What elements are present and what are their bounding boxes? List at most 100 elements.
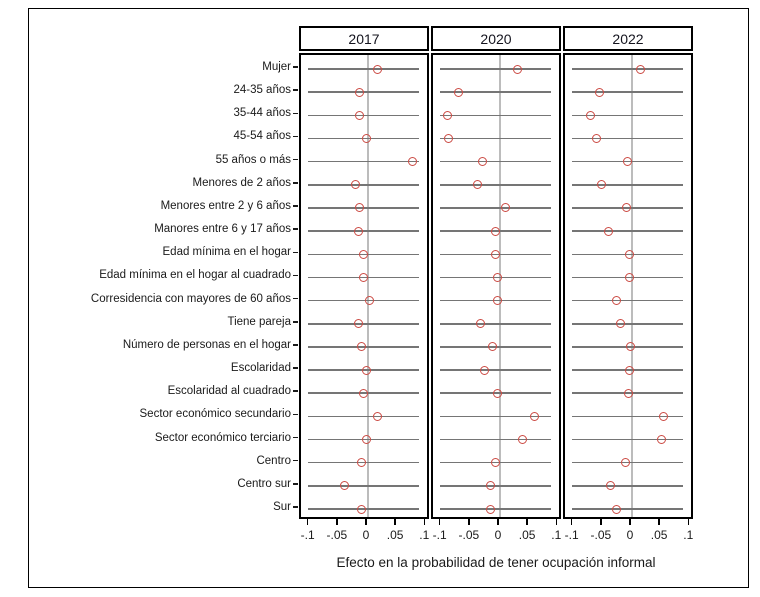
y-tick-mark bbox=[293, 459, 298, 462]
row-line bbox=[308, 230, 419, 232]
row-line bbox=[440, 207, 551, 209]
row-line bbox=[572, 438, 683, 441]
row-line bbox=[308, 68, 419, 70]
data-point-circle bbox=[350, 180, 360, 190]
row-line bbox=[440, 485, 551, 487]
panel-plot-2022 bbox=[563, 53, 693, 519]
x-tick-mark bbox=[526, 519, 528, 525]
x-tick-label: -.1 bbox=[300, 528, 315, 542]
category-label: Edad mínima en el hogar al cuadrado bbox=[99, 269, 291, 282]
y-tick-mark bbox=[293, 112, 298, 115]
data-point-circle bbox=[340, 481, 350, 491]
data-point-circle bbox=[364, 296, 374, 306]
data-point-circle bbox=[486, 481, 496, 491]
y-tick-mark bbox=[293, 182, 298, 184]
zero-reference-line bbox=[367, 55, 369, 517]
y-tick-mark bbox=[293, 158, 298, 161]
y-tick-mark bbox=[293, 344, 298, 346]
row-line bbox=[308, 415, 419, 418]
data-point-circle bbox=[591, 133, 601, 143]
row-line bbox=[308, 485, 419, 487]
data-point-circle bbox=[624, 272, 634, 282]
data-point-circle bbox=[492, 388, 502, 398]
category-label: 35-44 años bbox=[233, 107, 291, 120]
x-tick-mark bbox=[438, 519, 441, 525]
y-tick-mark bbox=[293, 251, 298, 254]
data-point-circle bbox=[353, 319, 363, 329]
data-point-circle bbox=[485, 504, 495, 514]
data-point-circle bbox=[355, 110, 365, 120]
y-tick-mark bbox=[293, 205, 298, 207]
panel-header-2020: 2020 bbox=[431, 26, 561, 51]
x-tick-label: -.05 bbox=[326, 528, 348, 542]
row-line bbox=[440, 91, 551, 93]
x-tick-mark bbox=[629, 519, 631, 525]
x-tick-mark bbox=[687, 519, 690, 525]
category-label: Sur bbox=[273, 501, 291, 514]
row-line bbox=[440, 68, 551, 70]
row-line bbox=[440, 508, 551, 510]
row-line bbox=[440, 114, 551, 117]
data-point-circle bbox=[443, 133, 453, 143]
x-tick-label: 0 bbox=[362, 528, 370, 542]
data-point-circle bbox=[476, 319, 486, 329]
data-point-circle bbox=[443, 110, 453, 120]
data-point-circle bbox=[373, 64, 383, 74]
row-line bbox=[572, 230, 683, 232]
data-point-circle bbox=[603, 226, 613, 236]
data-point-circle bbox=[373, 411, 383, 421]
data-point-circle bbox=[357, 504, 367, 514]
data-point-circle bbox=[362, 133, 372, 143]
data-point-circle bbox=[500, 203, 510, 213]
category-label: Número de personas en el hogar bbox=[122, 338, 291, 351]
y-tick-mark bbox=[293, 413, 298, 416]
y-tick-mark bbox=[293, 274, 298, 277]
y-tick-mark bbox=[293, 436, 298, 439]
panel-header-2017: 2017 bbox=[299, 26, 429, 51]
row-line bbox=[572, 323, 683, 325]
x-axis-title: Efecto en la probabilidad de tener ocupa… bbox=[336, 555, 656, 570]
category-label: Centro bbox=[256, 454, 291, 467]
row-line bbox=[572, 114, 683, 117]
data-point-circle bbox=[453, 87, 463, 97]
row-line bbox=[440, 438, 551, 441]
data-point-circle bbox=[597, 180, 607, 190]
row-line bbox=[572, 137, 683, 140]
x-tick-label: .1 bbox=[551, 528, 562, 542]
x-tick-mark bbox=[394, 519, 396, 525]
row-line bbox=[440, 184, 551, 186]
data-point-circle bbox=[605, 481, 615, 491]
x-tick-label: .05 bbox=[518, 528, 536, 542]
data-point-circle bbox=[487, 342, 497, 352]
category-label: Escolaridad bbox=[230, 362, 291, 375]
data-point-circle bbox=[361, 365, 371, 375]
row-line bbox=[440, 369, 551, 371]
data-point-circle bbox=[490, 458, 500, 468]
row-line bbox=[440, 137, 551, 140]
category-label: Manores entre 6 y 17 años bbox=[154, 223, 291, 236]
row-line bbox=[440, 160, 551, 163]
data-point-circle bbox=[492, 296, 502, 306]
data-point-circle bbox=[594, 87, 604, 97]
x-tick-label: -.1 bbox=[432, 528, 447, 542]
category-label: Tiene pareja bbox=[227, 315, 291, 328]
data-point-circle bbox=[480, 365, 490, 375]
x-tick-label: -.05 bbox=[590, 528, 612, 542]
y-tick-mark bbox=[293, 228, 298, 230]
category-label: Centro sur bbox=[237, 477, 291, 490]
data-point-circle bbox=[359, 388, 369, 398]
data-point-circle bbox=[408, 157, 418, 167]
data-point-circle bbox=[355, 203, 365, 213]
data-point-circle bbox=[620, 458, 630, 468]
category-label: 24-35 años bbox=[233, 84, 291, 97]
data-point-circle bbox=[478, 157, 487, 167]
panel-plot-2020 bbox=[431, 53, 561, 519]
x-tick-label: .1 bbox=[683, 528, 694, 542]
y-tick-mark bbox=[293, 390, 298, 392]
data-point-circle bbox=[530, 411, 540, 421]
data-point-circle bbox=[358, 249, 368, 259]
row-line bbox=[572, 299, 683, 302]
row-line bbox=[440, 323, 551, 325]
row-line bbox=[572, 485, 683, 487]
